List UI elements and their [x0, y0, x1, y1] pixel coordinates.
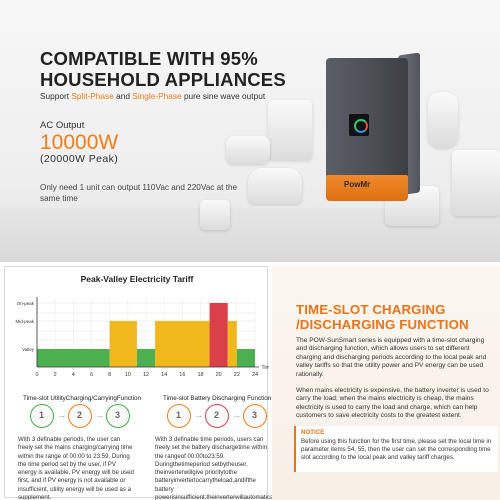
- info-title-line-2: /DISCHARGING FUNCTION: [296, 317, 469, 332]
- ac-output-value: 10000W: [40, 131, 119, 154]
- arrow-right-icon: →: [232, 410, 241, 420]
- headline-line-1: COMPATIBLE WITH 95%: [40, 48, 258, 69]
- arrow-right-icon: →: [57, 410, 66, 420]
- tariff-bar-1: [109, 321, 137, 367]
- info-panel: TIME-SLOT CHARGING /DISCHARGING FUNCTION…: [272, 266, 500, 500]
- x-tick-label: 8: [108, 372, 111, 378]
- support-and: and: [113, 91, 133, 101]
- x-tick-label: 24: [252, 372, 258, 378]
- period-2-clock-icon: 2: [68, 404, 92, 428]
- info-paragraph-1: The POW-SunSmart series is equipped with…: [296, 337, 487, 378]
- period-1-clock-icon: 1: [30, 404, 54, 428]
- period-3-clock-icon: 3: [106, 404, 130, 428]
- ac-output-label: AC Output: [40, 120, 85, 131]
- single-phase-label: Single-Phase: [132, 91, 182, 101]
- x-tick-label: 18: [197, 372, 203, 378]
- y-level-label: On-peak: [17, 301, 35, 306]
- x-tick-label: 4: [72, 372, 75, 378]
- ac-peak-value: (20000W Peak): [40, 153, 119, 165]
- notice-title: NOTICE: [301, 429, 325, 436]
- info-title: TIME-SLOT CHARGING /DISCHARGING FUNCTION: [296, 302, 469, 332]
- x-tick-label: 6: [90, 372, 93, 378]
- brand-logo: PowMr: [344, 180, 371, 189]
- rice-cooker-image: [248, 168, 302, 204]
- product-banner: PowMr COMPATIBLE WITH 95% HOUSEHOLD APPL…: [0, 0, 500, 262]
- x-tick-label: 12: [143, 372, 149, 378]
- inverter-base: [326, 175, 408, 201]
- info-title-line-1: TIME-SLOT CHARGING: [296, 302, 446, 317]
- support-text: Support Split-Phase and Single-Phase pur…: [40, 91, 265, 101]
- x-tick-label: 0: [35, 372, 38, 378]
- info-paragraph-2: When mains electricity is expensive, the…: [296, 387, 489, 420]
- arrow-right-icon: →: [95, 410, 104, 420]
- split-phase-label: Split-Phase: [71, 91, 114, 101]
- tariff-bar-0: [37, 349, 110, 367]
- y-level-label: Mid-peak: [15, 319, 34, 324]
- chart-title: Peak-Valley Electricity Tariff: [80, 274, 194, 284]
- support-prefix: Support: [40, 91, 72, 101]
- x-tick-label: 22: [234, 372, 240, 378]
- x-tick-label: 10: [125, 372, 131, 378]
- inverter-display-icon: [349, 114, 369, 136]
- period-2-clock-icon: 2: [205, 404, 229, 428]
- speaker-image: [200, 200, 230, 230]
- x-axis-label: Time: [262, 365, 269, 371]
- tariff-bar-4: [209, 303, 228, 367]
- notice-box: NOTICE Before using this function for th…: [294, 426, 498, 472]
- arrow-right-icon: →: [194, 410, 203, 420]
- tariff-bar-3: [155, 321, 210, 367]
- toaster-image: [226, 136, 270, 164]
- battery-discharging-description: With 3 definable time periods, users can…: [155, 436, 280, 500]
- x-tick-label: 20: [216, 372, 222, 378]
- tariff-chart: 024681012141618202224TimeValleyMid-peakO…: [15, 297, 269, 378]
- tariff-bar-2: [136, 349, 156, 367]
- period-1-clock-icon: 1: [167, 404, 191, 428]
- utility-charging-description: With 3 definable periods, the user can f…: [18, 436, 134, 500]
- headline-line-2: HOUSEHOLD APPLIANCES: [40, 69, 286, 90]
- battery-discharging-function-title: Time-slot Battery Discharging Function: [163, 395, 272, 402]
- x-tick-label: 16: [179, 372, 185, 378]
- period-3-clock-icon: 3: [243, 404, 267, 428]
- dual-output-text: Only need 1 unit can output 110Vac and 2…: [40, 183, 238, 203]
- y-level-label: Valley: [22, 347, 35, 352]
- tariff-bar-6: [236, 349, 255, 367]
- support-suffix: pure sine wave output: [181, 91, 266, 101]
- microwave-image: [452, 150, 500, 216]
- notice-text: Before using this function for the first…: [301, 438, 492, 461]
- headline: COMPATIBLE WITH 95% HOUSEHOLD APPLIANCES: [40, 48, 286, 90]
- tariff-panel: Peak-Valley Electricity Tariff 0 2 4 6 8 10 12…: [4, 266, 269, 498]
- utility-charging-function-title: Time-slot UtilityCharging/CarryingFuncti…: [23, 395, 142, 402]
- x-tick-label: 2: [54, 372, 57, 378]
- kettle-image: [428, 92, 458, 148]
- x-tick-label: 14: [161, 372, 167, 378]
- tariff-bar-5: [227, 321, 237, 367]
- coffee-machine-image: [268, 100, 312, 160]
